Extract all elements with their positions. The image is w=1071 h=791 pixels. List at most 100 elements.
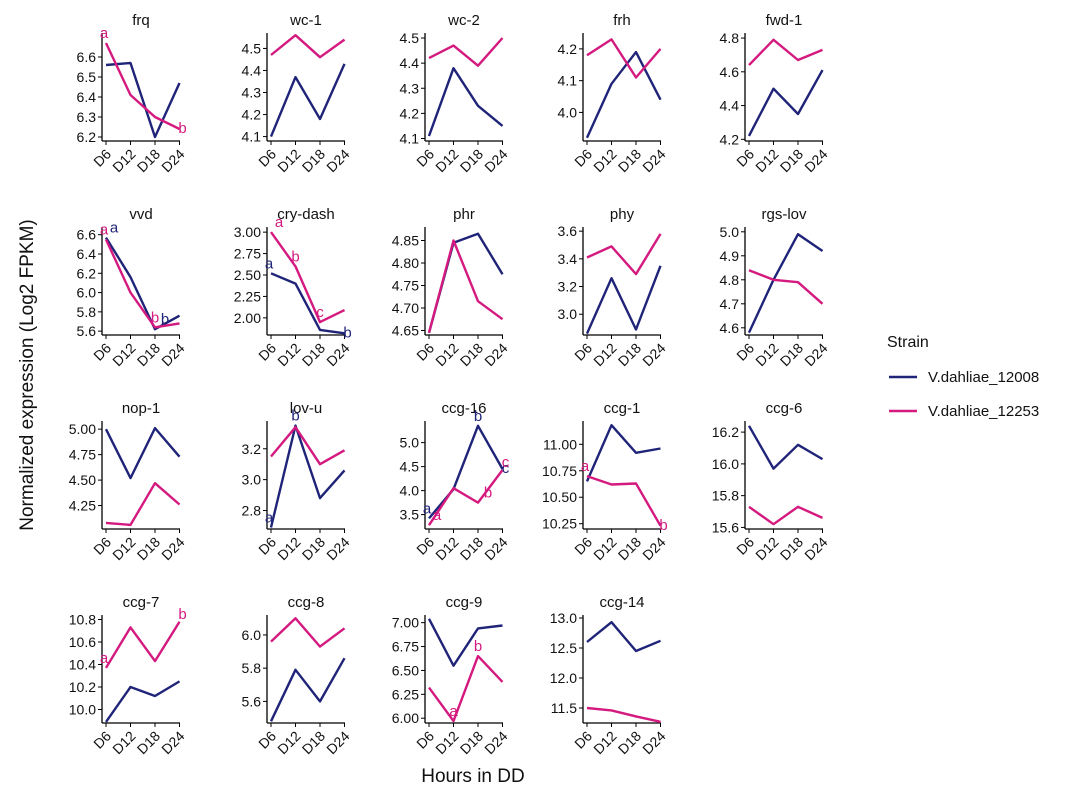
- series-line-V.dahliae_12253: [428, 37, 504, 67]
- significance-label: a: [433, 507, 442, 524]
- panel-title: ccg-8: [288, 594, 325, 611]
- panel-title: rgs-lov: [761, 206, 807, 223]
- series-line-V.dahliae_12008: [427, 618, 503, 667]
- series-line-V.dahliae_12253: [270, 426, 346, 466]
- x-tick-label: D24: [801, 146, 831, 176]
- series-line-V.dahliae_12008: [104, 236, 181, 331]
- significance-label: b: [178, 606, 186, 623]
- significance-label: a: [110, 220, 119, 237]
- series-line-V.dahliae_12008: [269, 63, 346, 138]
- x-tick-label: D12: [432, 728, 462, 758]
- panel-title: cry-dash: [277, 206, 335, 223]
- x-tick-label: D24: [481, 534, 511, 564]
- series-line-V.dahliae_12008: [269, 657, 346, 722]
- y-tick-label: 4.5: [400, 459, 420, 475]
- y-tick-label: 15.6: [712, 519, 739, 535]
- significance-label: c: [502, 454, 510, 471]
- x-tick-label: D18: [134, 534, 164, 564]
- y-tick-label: 4.3: [242, 85, 262, 101]
- x-tick-label: D12: [590, 340, 620, 370]
- panel-title: phy: [610, 206, 635, 223]
- y-tick-label: 4.0: [400, 483, 420, 499]
- significance-label: a: [100, 25, 109, 42]
- y-tick-label: 5.00: [69, 421, 96, 437]
- y-tick-label: 13.0: [550, 610, 577, 626]
- x-tick-label: D12: [109, 728, 139, 758]
- y-tick-label: 6.4: [77, 89, 97, 105]
- y-tick-label: 12.5: [550, 640, 577, 656]
- y-tick-label: 5.6: [242, 693, 262, 709]
- x-tick-label: D12: [274, 728, 304, 758]
- x-tick-label: D24: [639, 728, 669, 758]
- y-tick-label: 4.85: [392, 233, 419, 249]
- x-tick-label: D24: [158, 340, 188, 370]
- y-tick-label: 4.50: [69, 472, 96, 488]
- significance-label: c: [316, 304, 324, 321]
- significance-label: b: [291, 408, 299, 425]
- y-tick-label: 10.4: [69, 657, 96, 673]
- panel-title: ccg-16: [441, 400, 486, 417]
- y-tick-label: 5.8: [77, 304, 97, 320]
- x-tick-label: D24: [323, 534, 353, 564]
- x-tick-label: D12: [109, 534, 139, 564]
- series-line-V.dahliae_12008: [105, 61, 181, 139]
- y-tick-label: 4.1: [558, 73, 578, 89]
- series-line-V.dahliae_12008: [585, 265, 662, 335]
- series-line-V.dahliae_12008: [747, 425, 824, 470]
- significance-label: b: [291, 248, 299, 265]
- y-tick-label: 5.6: [77, 323, 97, 339]
- y-tick-label: 4.0: [558, 104, 578, 120]
- x-tick-label: D18: [299, 146, 329, 176]
- panel-title: ccg-6: [766, 400, 803, 417]
- y-tick-label: 6.50: [392, 662, 419, 678]
- x-tick-label: D12: [590, 534, 620, 564]
- y-tick-label: 6.6: [77, 49, 97, 65]
- y-tick-label: 3.0: [242, 472, 262, 488]
- significance-label: a: [423, 500, 432, 517]
- y-tick-label: 7.00: [392, 615, 419, 631]
- y-tick-label: 4.75: [69, 447, 96, 463]
- y-tick-label: 4.8: [720, 30, 740, 46]
- panel-title: ccg-1: [604, 400, 641, 417]
- series-line-V.dahliae_12253: [748, 38, 823, 66]
- x-tick-label: D12: [274, 146, 304, 176]
- y-tick-label: 4.8: [720, 272, 740, 288]
- x-tick-label: D18: [457, 728, 487, 758]
- y-tick-label: 4.1: [242, 129, 262, 145]
- x-tick-label: D24: [801, 340, 831, 370]
- significance-label: b: [343, 324, 351, 341]
- x-tick-label: D18: [299, 340, 329, 370]
- y-tick-label: 4.25: [69, 498, 96, 514]
- y-tick-label: 5.0: [720, 224, 740, 240]
- x-tick-label: D18: [457, 534, 487, 564]
- y-tick-label: 4.3: [400, 80, 420, 96]
- series-line-V.dahliae_12008: [428, 424, 504, 520]
- panel-title: lov-u: [290, 400, 323, 417]
- significance-label: a: [449, 703, 458, 720]
- significance-label: b: [474, 408, 482, 425]
- significance-label: b: [178, 120, 186, 137]
- significance-label: a: [265, 509, 274, 526]
- series-line-V.dahliae_12008: [270, 272, 345, 335]
- y-tick-label: 5.0: [400, 435, 420, 451]
- series-line-V.dahliae_12253: [105, 482, 181, 527]
- panel-title: frh: [613, 12, 631, 29]
- y-tick-label: 10.50: [542, 489, 577, 505]
- y-tick-label: 4.4: [242, 62, 262, 78]
- series-line-V.dahliae_12253: [428, 654, 504, 723]
- y-tick-label: 6.2: [77, 129, 97, 145]
- x-tick-label: D24: [481, 728, 511, 758]
- y-axis-title: Normalized expression (Log2 FPKM): [17, 219, 38, 531]
- x-tick-label: D12: [752, 534, 782, 564]
- series-line-V.dahliae_12008: [104, 426, 181, 480]
- x-tick-label: D18: [134, 728, 164, 758]
